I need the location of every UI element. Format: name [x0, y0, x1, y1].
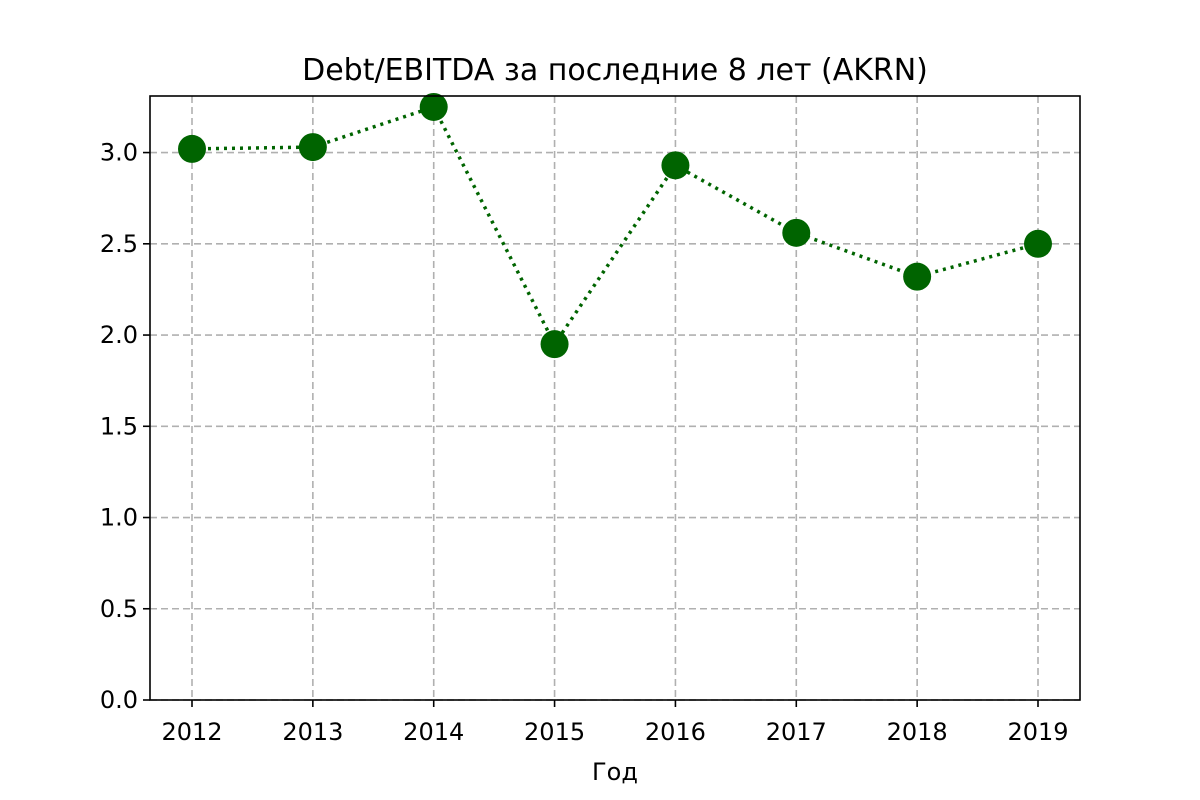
x-tick-label: 2019 — [1007, 718, 1068, 746]
data-point — [178, 134, 206, 163]
y-tick-label: 0.5 — [100, 595, 138, 623]
x-tick-label: 2013 — [282, 718, 343, 746]
x-axis-label: Год — [592, 758, 638, 786]
x-tick-label: 2018 — [887, 718, 948, 746]
y-tick-label: 2.5 — [100, 230, 138, 258]
data-point — [782, 218, 811, 247]
data-point — [661, 151, 690, 180]
y-tick-label: 3.0 — [100, 139, 138, 167]
y-tick-label: 1.5 — [100, 412, 138, 440]
y-tick-label: 0.0 — [100, 686, 138, 714]
data-point — [540, 330, 569, 359]
x-tick-label: 2014 — [403, 718, 464, 746]
axis-ticks: 0.0 0.5 1.0 1.5 2.0 2.5 3.0 2012 2013 2014 2015 201… — [100, 139, 1069, 746]
x-tick-label: 2015 — [524, 718, 585, 746]
chart-title: Debt/EBITDA за последние 8 лет (AKRN) — [302, 53, 928, 88]
y-tick-label: 1.0 — [100, 504, 138, 532]
y-tick-label: 2.0 — [100, 321, 138, 349]
x-tick-label: 2017 — [766, 718, 827, 746]
data-point — [419, 92, 448, 121]
x-tick-label: 2016 — [645, 718, 706, 746]
data-point — [903, 262, 932, 291]
x-tick-label: 2012 — [161, 718, 222, 746]
data-point — [1024, 229, 1052, 258]
plot-frame — [149, 95, 1081, 701]
grid — [150, 96, 1080, 701]
series-layer — [178, 92, 1052, 359]
data-point — [298, 133, 327, 162]
